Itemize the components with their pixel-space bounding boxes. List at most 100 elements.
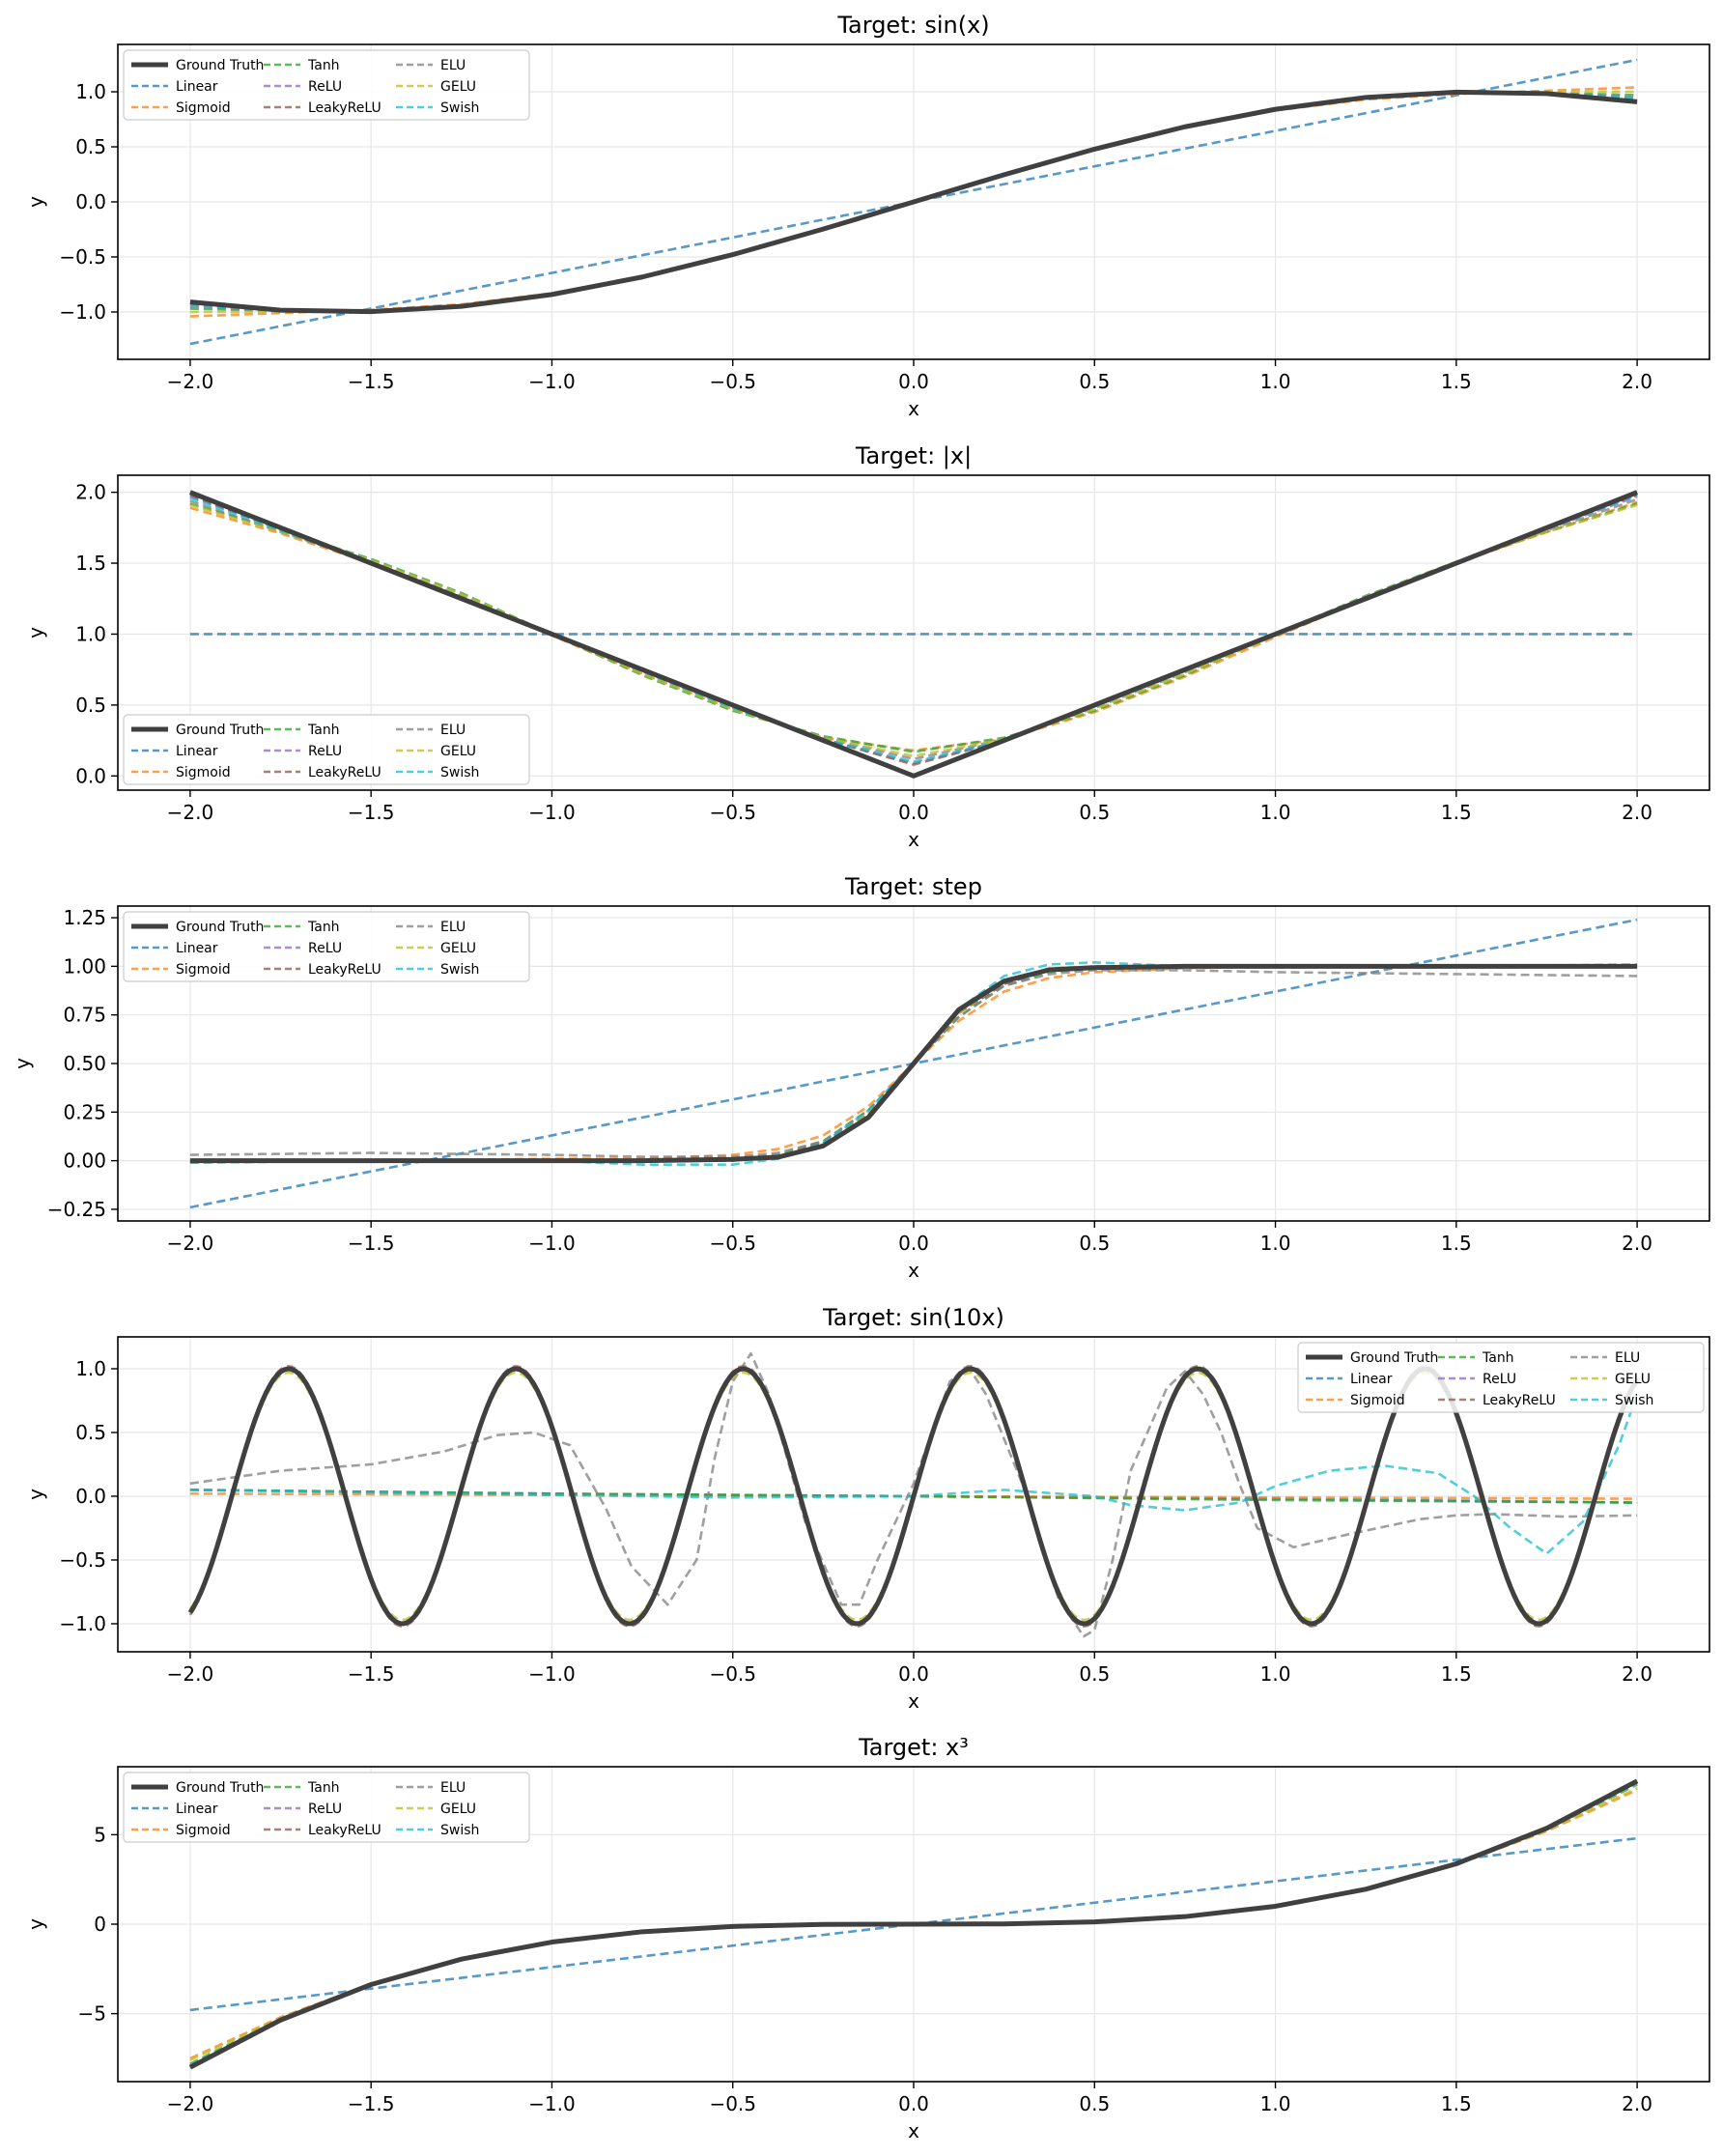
legend: Ground Truth Linear Sigmoid Tanh ReLU LeakyRe… [123,714,530,785]
y-axis-label: y [24,196,47,208]
series-group [187,1351,1640,1638]
legend-label: ReLU [308,79,342,95]
legend-box [1297,1342,1705,1413]
y-axis-label: y [24,1918,47,1930]
series-group [188,1778,1639,2070]
legend: Ground Truth Linear Sigmoid Tanh ReLU LeakyRe… [123,49,530,121]
x-tick-label: −2.0 [167,1232,214,1255]
x-tick-label: −0.5 [709,2092,756,2115]
y-tick-label: 5 [94,1823,106,1846]
x-tick-label: −1.5 [348,1662,395,1686]
x-tick-label: −0.5 [709,370,756,393]
legend-label: Ground Truth [176,920,264,935]
x-tick-label: −1.5 [348,1232,395,1255]
x-tick-label: 0.0 [898,370,929,393]
legend-label: Swish [440,962,479,978]
legend-box [123,1772,530,1843]
x-tick-label: −1.0 [528,2092,576,2115]
subplot-4: −2.0 −1.5 −1.0 −0.5 0.0 0.5 1.0 1.5 2.0 −1.0 −0.5 0… [24,1304,1710,1713]
y-tick-label: 0.5 [75,694,106,717]
subplot-3: −2.0 −1.5 −1.0 −0.5 0.0 0.5 1.0 1.5 2.0 −0.25 0.00… [11,873,1710,1282]
subplot-2: −2.0 −1.5 −1.0 −0.5 0.0 0.5 1.0 1.5 2.0 0.0 0.5 1.0… [24,442,1710,851]
x-tick-label: 0.5 [1079,1662,1110,1686]
x-tick-label: −1.0 [528,801,576,824]
x-axis-label: x [908,397,919,420]
x-tick-label: 0.0 [898,801,929,824]
legend-label: GELU [440,1801,476,1817]
x-axis-label: x [908,828,919,851]
x-tick-label: −1.5 [348,801,395,824]
series-line-ground-truth [189,89,1638,315]
y-tick-label: −1.0 [59,1612,106,1635]
legend-label: LeakyReLU [308,100,381,116]
legend-box [123,49,530,121]
legend-label: Tanh [307,920,340,935]
chart-title: Target: sin(10x) [822,1304,1004,1331]
y-tick-label: 1.0 [75,622,106,645]
y-tick-label: 0 [94,1913,106,1936]
legend-label: LeakyReLU [308,1823,381,1838]
chart-title: Target: |x| [855,442,972,469]
legend-label: ELU [440,58,466,73]
series-group [188,490,1639,779]
y-tick-label: 1.0 [75,1357,106,1380]
x-tick-label: −1.5 [348,2092,395,2115]
y-tick-label: −1.0 [59,300,106,324]
legend-label: Swish [440,1823,479,1838]
x-tick-label: −0.5 [709,1662,756,1686]
legend-label: Tanh [307,723,340,738]
legend-box [123,714,530,785]
y-axis-label: y [24,627,47,638]
x-tick-label: 1.5 [1441,801,1472,824]
series-line-swish [189,1393,1639,1555]
legend-label: ReLU [308,1801,342,1817]
legend-label: Linear [176,1801,218,1817]
x-tick-label: 0.5 [1079,801,1110,824]
y-tick-label: 0.0 [75,1485,106,1508]
series-line-ground-truth [188,490,1639,779]
legend-label: Swish [440,765,479,780]
x-tick-label: −1.0 [528,1662,576,1686]
x-tick-label: −2.0 [167,370,214,393]
x-tick-label: 1.0 [1260,2092,1291,2115]
legend-label: Linear [176,941,218,956]
legend-label: ReLU [308,941,342,956]
chart-title: Target: step [844,873,982,900]
legend-label: Linear [1350,1372,1393,1387]
y-tick-label: 0.5 [75,1421,106,1444]
subplot-1: −2.0 −1.5 −1.0 −0.5 0.0 0.5 1.0 1.5 2.0 −1.0 −0.5 0… [24,12,1710,420]
legend-label: Sigmoid [1350,1393,1405,1408]
legend-label: ELU [440,1780,466,1796]
legend-label: Ground Truth [176,58,264,73]
y-tick-label: 0.5 [75,135,106,158]
y-tick-label: 0.75 [63,1004,106,1027]
y-tick-label: 1.0 [75,80,106,103]
legend-label: Sigmoid [176,100,231,116]
x-tick-label: 0.0 [898,1232,929,1255]
series-line-ground-truth [188,1778,1639,2070]
legend-label: LeakyReLU [308,962,381,978]
x-tick-label: 2.0 [1622,2092,1652,2115]
x-tick-label: 0.5 [1079,1232,1110,1255]
y-tick-label: 1.00 [63,954,106,978]
x-tick-label: 1.5 [1441,2092,1472,2115]
x-tick-label: 1.0 [1260,370,1291,393]
legend-label: Linear [176,744,218,759]
legend-label: Sigmoid [176,1823,231,1838]
x-tick-label: −1.0 [528,370,576,393]
x-tick-label: −1.0 [528,1232,576,1255]
y-tick-label: 0.0 [75,190,106,213]
y-tick-label: 0.25 [63,1100,106,1123]
legend-label: Sigmoid [176,962,231,978]
y-tick-label: −0.25 [47,1198,106,1221]
legend-label: LeakyReLU [308,765,381,780]
chart-title: Target: sin(x) [836,12,989,39]
y-tick-label: 1.25 [63,906,106,929]
legend-label: ReLU [1483,1372,1516,1387]
x-tick-label: 1.5 [1441,1662,1472,1686]
legend: Ground Truth Linear Sigmoid Tanh ReLU LeakyRe… [1297,1342,1705,1413]
x-tick-label: 1.0 [1260,801,1291,824]
series-group [189,918,1638,1209]
series-line-ground-truth [189,963,1638,1164]
